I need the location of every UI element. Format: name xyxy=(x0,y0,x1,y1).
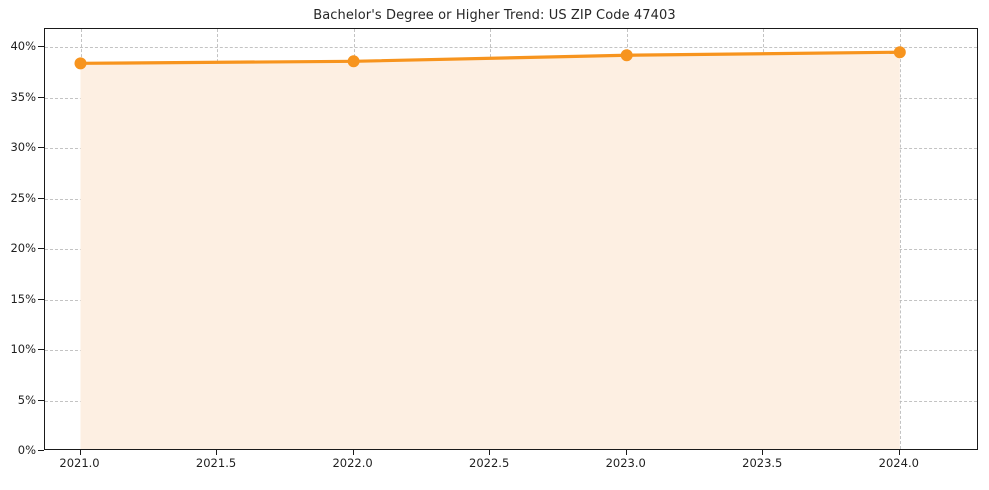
x-axis-tick-label: 2022.0 xyxy=(332,456,373,470)
y-axis-tick-label: 5% xyxy=(17,392,36,407)
y-axis-tick-label: 10% xyxy=(10,342,36,357)
x-axis-tick-mark xyxy=(489,450,491,455)
x-axis-tick-label: 2021.0 xyxy=(59,456,100,470)
x-axis-tick-mark xyxy=(762,450,764,455)
y-axis-tick-mark xyxy=(38,46,44,48)
data-point-marker xyxy=(893,46,906,59)
x-axis-tick-label: 2022.5 xyxy=(469,456,510,470)
y-axis-tick-mark xyxy=(38,96,44,98)
trend-line xyxy=(78,50,902,65)
y-axis-tick-mark xyxy=(38,298,44,300)
y-axis-tick-mark xyxy=(38,147,44,149)
x-axis-tick-label: 2023.5 xyxy=(742,456,783,470)
x-axis-tick-mark xyxy=(352,450,354,455)
x-axis-tick-mark xyxy=(898,450,900,455)
y-axis-tick-mark xyxy=(38,197,44,199)
y-axis-tick-mark xyxy=(38,399,44,401)
y-axis-tick-label: 30% xyxy=(10,140,36,155)
y-axis-tick-label: 15% xyxy=(10,291,36,306)
y-axis-tick-mark xyxy=(38,248,44,250)
data-point-marker xyxy=(74,57,87,70)
y-axis-tick-label: 25% xyxy=(10,190,36,205)
data-series-area-line xyxy=(74,46,906,449)
x-axis-tick-label: 2024.0 xyxy=(878,456,919,470)
y-axis-tick-labels: 0% 5% 10% 15% 20% 25% 30% 35% 40% xyxy=(0,0,36,490)
data-point-marker xyxy=(620,49,633,62)
x-axis-tick-mark xyxy=(216,450,218,455)
y-axis-tick-mark xyxy=(38,349,44,351)
area-fill xyxy=(80,52,900,449)
chart-title: Bachelor's Degree or Higher Trend: US ZI… xyxy=(313,8,676,23)
x-axis-tick-mark xyxy=(625,450,627,455)
y-axis-tick-label: 35% xyxy=(10,89,36,104)
x-axis-tick-label: 2023.0 xyxy=(605,456,646,470)
data-point-markers xyxy=(74,46,906,70)
x-axis-tick-label: 2021.5 xyxy=(195,456,237,470)
y-axis-tick-label: 20% xyxy=(10,241,36,256)
y-axis-tick-label: 40% xyxy=(10,39,36,54)
plot-area xyxy=(44,28,978,450)
x-axis-tick-mark xyxy=(79,450,81,455)
y-axis-tick-label: 0% xyxy=(17,443,36,457)
data-point-marker xyxy=(347,55,360,68)
y-axis-tick-mark xyxy=(38,450,44,451)
